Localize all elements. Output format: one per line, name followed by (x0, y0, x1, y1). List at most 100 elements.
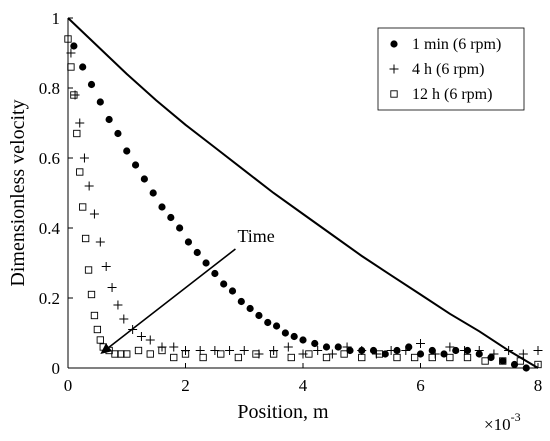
data-point (239, 346, 249, 355)
data-point (299, 336, 307, 344)
data-point (79, 203, 87, 211)
x-ticks: 0 2 4 6 8 (64, 363, 542, 395)
data-point (510, 360, 519, 369)
data-point (487, 353, 495, 362)
data-point (117, 350, 125, 358)
y-tick-label: 0.4 (39, 219, 61, 238)
legend-marker (390, 40, 398, 48)
data-point (534, 360, 542, 369)
y-tick-label: 0.2 (39, 289, 60, 308)
data-point (533, 346, 543, 355)
data-point (416, 339, 425, 348)
data-point (95, 237, 105, 247)
time-arrow-line (108, 248, 236, 348)
data-point (416, 350, 425, 358)
data-point (381, 350, 389, 358)
data-point (181, 350, 190, 358)
legend-label: 12 h (6 rpm) (412, 86, 492, 103)
data-point (140, 175, 148, 183)
data-point (272, 322, 281, 330)
data-point (134, 346, 143, 355)
data-point (463, 353, 472, 362)
data-point (73, 129, 81, 138)
data-point (64, 35, 72, 43)
data-point (145, 335, 155, 345)
data-point (79, 153, 89, 163)
data-point (114, 129, 122, 138)
data-point (428, 346, 436, 355)
data-point (322, 343, 331, 351)
legend-marker (389, 64, 399, 74)
data-point (70, 42, 78, 50)
series-3 (64, 35, 542, 369)
time-label: Time (237, 226, 274, 246)
data-point (237, 297, 245, 306)
data-point (195, 346, 205, 355)
data-point (202, 259, 210, 267)
data-point (410, 353, 419, 362)
data-point (217, 350, 225, 358)
data-point (123, 147, 131, 155)
data-point (199, 353, 207, 362)
data-point (252, 350, 260, 358)
data-point (393, 346, 401, 355)
data-point (401, 346, 411, 355)
data-point (255, 311, 263, 320)
data-point (169, 342, 179, 352)
y-tick-label: 0.8 (39, 79, 60, 98)
data-point (89, 209, 99, 219)
data-point (287, 353, 295, 362)
data-point (474, 346, 484, 355)
data-point (146, 350, 154, 358)
data-point (445, 342, 455, 352)
x-axis-multiplier-base: ×10 (484, 415, 511, 434)
y-ticks: 0 0.2 0.4 0.6 0.8 1 (39, 9, 73, 378)
y-tick-label: 0.6 (39, 149, 60, 168)
data-point (96, 98, 104, 106)
x-axis-multiplier: ×10-3 (484, 410, 521, 434)
data-point (246, 304, 254, 313)
data-point (358, 353, 366, 362)
data-point (311, 339, 319, 348)
data-point (481, 357, 489, 365)
data-point (440, 350, 448, 358)
x-axis-title: Position, m (237, 401, 329, 423)
data-point (334, 343, 342, 351)
data-point (346, 346, 354, 355)
legend-label: 1 min (6 rpm) (412, 36, 501, 53)
data-point (283, 342, 293, 352)
data-point (211, 269, 219, 278)
data-point (340, 350, 348, 358)
data-point (393, 353, 401, 362)
data-point (234, 353, 243, 362)
reference-curve (67, 17, 539, 369)
data-point (220, 280, 228, 288)
data-point (499, 357, 507, 365)
data-point (67, 63, 75, 71)
data-point (101, 262, 111, 271)
data-point (170, 353, 178, 362)
data-point (84, 181, 94, 191)
time-arrow-head (100, 343, 113, 354)
data-point (107, 283, 117, 292)
data-point (66, 48, 76, 58)
data-point (446, 353, 454, 362)
data-point (375, 350, 384, 358)
data-point (123, 350, 131, 358)
x-tick-label: 2 (181, 376, 190, 395)
data-point (96, 336, 104, 344)
data-point (158, 346, 166, 355)
data-point (81, 234, 90, 243)
time-annotation: Time (100, 226, 275, 354)
data-point (305, 350, 313, 358)
x-axis-multiplier-exponent: -3 (511, 410, 521, 424)
data-point (193, 248, 201, 257)
data-point (386, 346, 396, 355)
data-point (452, 346, 460, 355)
data-point (87, 80, 96, 89)
x-tick-label: 4 (299, 376, 308, 395)
data-point (105, 115, 113, 124)
x-tick-label: 0 (64, 376, 73, 395)
axes: 0 2 4 6 8 0 0.2 0.4 0.6 0.8 1 (39, 9, 543, 395)
